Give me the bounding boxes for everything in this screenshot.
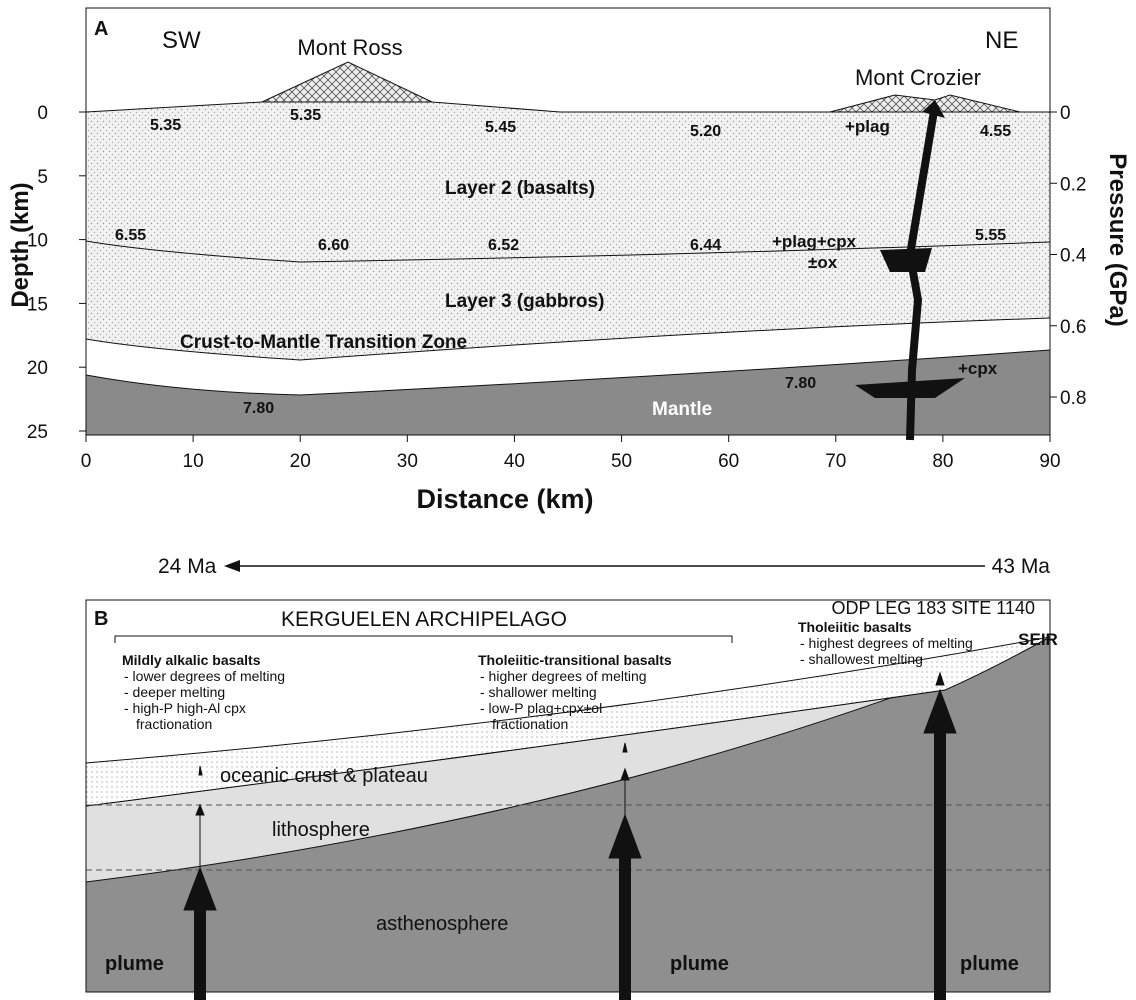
y2-tick-label: 0	[1060, 103, 1071, 124]
y2-axis-title: Pressure (GPa)	[1104, 153, 1131, 326]
x-tick-label: 30	[397, 451, 418, 472]
layer-label: Layer 2 (basalts)	[445, 178, 595, 199]
velocity: 7.80	[243, 400, 274, 417]
layer-label: lithosphere	[272, 819, 370, 841]
layer-label: asthenosphere	[376, 913, 508, 935]
velocity: 4.55	[980, 123, 1011, 140]
x-tick-label: 20	[290, 451, 311, 472]
mont-ross	[262, 62, 432, 102]
ridge: SEIR	[1018, 630, 1058, 649]
y-tick-label: 20	[27, 358, 48, 379]
layer-label: oceanic crust & plateau	[220, 765, 428, 787]
y-tick-label: 15	[27, 294, 48, 315]
figure: A SW NE Mont Ross Mont Crozier 5.35 5.35…	[0, 0, 1136, 1000]
x-tick-label: 40	[504, 451, 525, 472]
y-tick-label: 0	[37, 103, 48, 124]
group-line: - shallower melting	[480, 684, 597, 700]
y2-tick-label: 0.6	[1060, 317, 1086, 338]
peak-label: Mont Ross	[297, 35, 402, 60]
velocity: 6.55	[115, 227, 146, 244]
velocity: 6.60	[318, 237, 349, 254]
layer-label: Mantle	[652, 399, 712, 420]
phase: +plag	[845, 117, 890, 136]
group-title: Mildly alkalic basalts	[122, 652, 261, 668]
group-title: Tholeiitic-transitional basalts	[478, 652, 672, 668]
x-axis-title: Distance (km)	[416, 484, 593, 514]
group-line: fractionation	[492, 716, 568, 732]
panel-a: A SW NE Mont Ross Mont Crozier 5.35 5.35…	[7, 8, 1131, 514]
y-tick-label: 25	[27, 422, 48, 443]
group-line: - highest degrees of melting	[800, 635, 973, 651]
plume-label: plume	[105, 953, 164, 975]
peak-label: Mont Crozier	[855, 65, 981, 90]
x-tick-label: 70	[825, 451, 846, 472]
bracket	[115, 636, 732, 643]
phase: +plag+cpx	[772, 232, 857, 251]
plume-label: plume	[960, 953, 1019, 975]
group-line: - deeper melting	[124, 684, 225, 700]
y2-tick-label: 0.8	[1060, 388, 1086, 409]
layer-label: Layer 3 (gabbros)	[445, 291, 604, 312]
arrow-head	[224, 560, 240, 572]
group-line: fractionation	[136, 716, 212, 732]
group-line: - lower degrees of melting	[124, 668, 285, 684]
velocity: 5.20	[690, 123, 721, 140]
direction: NE	[985, 27, 1018, 54]
velocity: 7.80	[785, 375, 816, 392]
direction: SW	[162, 27, 201, 54]
group-line: - higher degrees of melting	[480, 668, 647, 684]
time-label: 43 Ma	[992, 555, 1051, 578]
velocity: 6.44	[690, 237, 721, 254]
panel-label: A	[94, 18, 108, 40]
site: ODP LEG 183 SITE 1140	[832, 598, 1035, 618]
x-tick-label: 90	[1039, 451, 1060, 472]
x-tick-label: 10	[183, 451, 204, 472]
y2-tick-label: 0.4	[1060, 246, 1087, 267]
x-tick-label: 0	[81, 451, 92, 472]
phase: ±ox	[808, 253, 838, 272]
velocity: 6.52	[488, 237, 519, 254]
y2-tick-label: 0.2	[1060, 174, 1086, 195]
y-tick-label: 10	[27, 231, 48, 252]
velocity: 5.45	[485, 119, 516, 136]
time-label: 24 Ma	[158, 555, 217, 578]
layer-label: Crust-to-Mantle Transition Zone	[180, 332, 467, 353]
x-tick-label: 80	[932, 451, 953, 472]
plume-label: plume	[670, 953, 729, 975]
panel-label: B	[94, 608, 108, 630]
velocity: 5.35	[150, 117, 181, 134]
velocity: 5.35	[290, 107, 321, 124]
group-title: Tholeiitic basalts	[798, 619, 912, 635]
x-tick-label: 50	[611, 451, 632, 472]
panel-b: 24 Ma 43 Ma B KERGUELEN ARCHIPELAGO ODP …	[86, 555, 1058, 1000]
phase: +cpx	[958, 359, 998, 378]
group-line: - shallowest melting	[800, 651, 923, 667]
group-line: - low-P plag+cpx±ol	[480, 700, 602, 716]
group-line: - high-P high-Al cpx	[124, 700, 246, 716]
velocity: 5.55	[975, 227, 1006, 244]
x-tick-label: 60	[718, 451, 739, 472]
y-tick-label: 5	[37, 167, 48, 188]
region: KERGUELEN ARCHIPELAGO	[281, 608, 567, 631]
